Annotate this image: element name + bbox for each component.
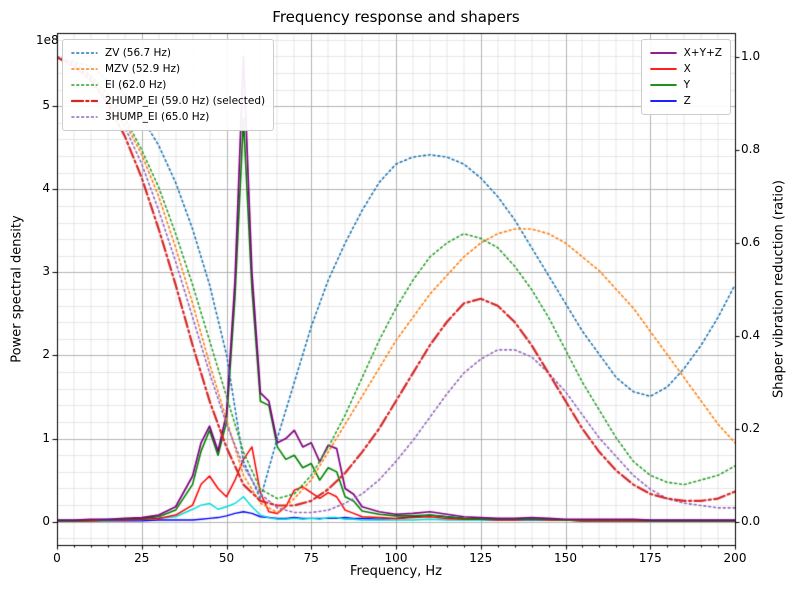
y-axis-label-left: Power spectral density	[9, 215, 25, 363]
y-tick-label-right: 1.0	[741, 49, 761, 64]
x-axis-label: Frequency, Hz	[349, 564, 443, 579]
legend-label: X	[683, 63, 691, 75]
legend-label: EI (62.0 Hz)	[105, 79, 167, 91]
legend-line-sample-icon	[71, 116, 98, 118]
y-tick-label-left: 5	[42, 98, 50, 113]
y-tick-label-right: 0.0	[741, 513, 761, 528]
legend-line-sample-icon	[71, 84, 98, 86]
legend-line-sample-icon	[649, 52, 677, 54]
y-tick-label-right: 0.8	[741, 142, 761, 157]
psd-legend: X+Y+Z X Y Z	[640, 39, 731, 115]
legend-line-sample-icon	[71, 68, 98, 70]
legend-label: MZV (52.9 Hz)	[105, 63, 181, 75]
y-tick-label-left: 4	[42, 181, 50, 196]
legend-item: MZV (52.9 Hz)	[71, 61, 265, 77]
legend-item: ZV (56.7 Hz)	[71, 45, 265, 61]
y-tick-label-left: 2	[42, 347, 50, 362]
legend-item: 3HUMP_EI (65.0 Hz)	[71, 109, 265, 125]
y-tick-label-left: 1	[42, 430, 50, 445]
legend-label: 2HUMP_EI (59.0 Hz) (selected)	[105, 95, 266, 107]
legend-item: 2HUMP_EI (59.0 Hz) (selected)	[71, 93, 265, 109]
legend-label: X+Y+Z	[683, 47, 722, 59]
x-tick-label: 25	[134, 551, 150, 565]
legend-item: X+Y+Z	[649, 45, 722, 61]
x-tick-label: 175	[638, 551, 662, 565]
legend-item: EI (62.0 Hz)	[71, 77, 265, 93]
x-tick-label: 0	[53, 551, 61, 565]
y-tick-label-left: 3	[42, 264, 50, 279]
legend-label: Z	[683, 95, 691, 107]
legend-item: X	[649, 61, 722, 77]
y-axis-label-right: Shaper vibration reduction (ratio)	[771, 180, 787, 398]
x-tick-label: 75	[303, 551, 319, 565]
legend-line-sample-icon	[649, 100, 677, 102]
legend-line-sample-icon	[71, 52, 98, 54]
y-axis-offset-label: 1e8	[36, 33, 59, 47]
x-tick-label: 50	[218, 551, 235, 565]
legend-label: Y	[683, 79, 691, 91]
shaper-legend: ZV (56.7 Hz) MZV (52.9 Hz) EI (62.0 Hz) 2HU…	[62, 39, 275, 131]
legend-item: Y	[649, 77, 722, 93]
y-tick-label-right: 0.6	[741, 235, 761, 249]
x-tick-label: 100	[384, 551, 408, 565]
y-tick-label-right: 0.2	[741, 420, 761, 435]
legend-line-sample-icon	[649, 68, 677, 70]
y-tick-label-right: 0.4	[741, 327, 761, 342]
x-tick-label: 150	[554, 551, 577, 565]
legend-label: ZV (56.7 Hz)	[105, 47, 172, 59]
x-tick-label: 125	[469, 551, 493, 565]
x-tick-label: 200	[723, 551, 747, 565]
y-tick-label-left: 0	[42, 513, 50, 528]
legend-line-sample-icon	[649, 84, 677, 86]
legend-item: Z	[649, 93, 722, 109]
legend-line-sample-icon	[71, 99, 98, 103]
chart-title: Frequency response and shapers	[272, 8, 520, 26]
legend-label: 3HUMP_EI (65.0 Hz)	[105, 111, 210, 123]
